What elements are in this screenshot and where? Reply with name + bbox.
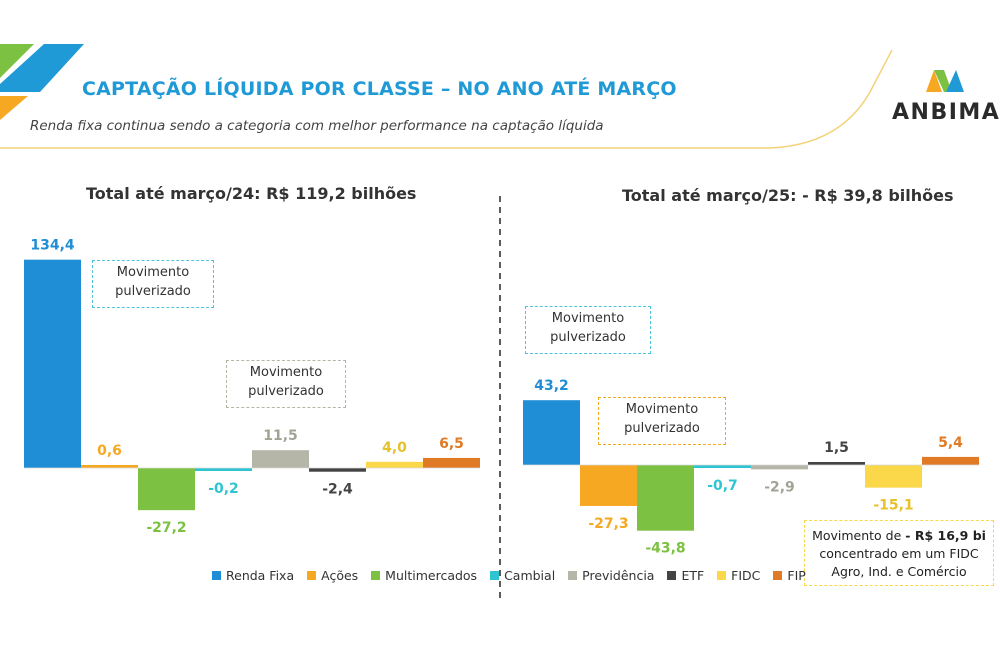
legend-item-fip: FIP [773,568,806,583]
logo-mark-right [946,70,964,92]
bar-etf [309,468,366,472]
data-label-previdencia: 11,5 [263,428,298,444]
bar-previdencia [252,450,309,468]
chart1-bars: 134,4 0,6 -27,2 -0,2 11,5 -2,4 4,0 6,5 [24,238,480,536]
bar-renda-fixa [523,400,580,465]
bar-fidc [366,461,423,468]
logo-text: ANBIMA [892,100,1000,125]
chart2-title: Total até março/25: - R$ 39,8 bilhões [622,186,954,205]
data-label-fip: 5,4 [938,435,963,451]
bar-cambial [195,468,252,471]
chart-legend: Renda Fixa Ações Multimercados Cambial P… [212,568,815,588]
data-label-acoes: -27,3 [588,516,628,532]
legend-swatch [773,571,783,580]
legend-item-acoes: Ações [307,568,358,583]
legend-swatch [667,571,677,580]
legend-swatch [490,571,500,580]
bar-fip [423,457,480,468]
page-title: CAPTAÇÃO LÍQUIDA POR CLASSE – NO ANO ATÉ… [82,78,677,100]
logo-mark-middle [934,70,952,92]
header-divider-line [0,49,893,149]
legend-item-fidc: FIDC [717,568,760,583]
data-label-fidc: 4,0 [382,440,407,456]
data-label-acoes: 0,6 [97,443,122,459]
legend-swatch [212,571,221,580]
data-label-renda-fixa: 43,2 [534,378,569,394]
legend-item-renda-fixa: Renda Fixa [212,568,294,583]
data-label-cambial: -0,2 [208,481,239,497]
annotation-fidc-note: Movimento de - R$ 16,9 bi concentrado em… [804,520,994,586]
header-decoration [0,44,964,149]
data-label-fip: 6,5 [439,436,464,452]
legend-swatch [568,571,578,580]
legend-swatch [307,571,317,580]
corner-blue-shape [0,44,84,92]
bar-cambial [694,465,751,468]
annotation-pulverizado-4: Movimento pulverizado [598,397,726,445]
legend-item-etf: ETF [667,568,704,583]
data-label-multimercados: -43,8 [645,541,685,557]
annotation-pulverizado-3: Movimento pulverizado [525,306,651,354]
bar-renda-fixa [24,259,81,468]
bar-multimercados [138,468,195,511]
logo-mark-left [926,70,942,92]
corner-orange-shape [0,96,28,120]
data-label-previdencia: -2,9 [764,479,795,495]
data-label-etf: 1,5 [824,440,849,456]
annotation-pulverizado-1: Movimento pulverizado [92,260,214,308]
legend-swatch [717,571,727,580]
legend-item-previdencia: Previdência [568,568,654,583]
chart1-title: Total até março/24: R$ 119,2 bilhões [86,184,417,203]
bar-etf [808,462,865,465]
bar-fidc [865,465,922,488]
bar-previdencia [751,465,808,470]
page-subtitle: Renda fixa continua sendo a categoria co… [30,118,604,134]
data-label-fidc: -15,1 [873,498,913,514]
data-label-renda-fixa: 134,4 [30,238,75,254]
legend-item-multimercados: Multimercados [371,568,477,583]
data-label-cambial: -0,7 [707,478,738,494]
data-label-multimercados: -27,2 [146,520,186,536]
bar-acoes [81,465,138,468]
annotation-pulverizado-2: Movimento pulverizado [226,360,346,408]
legend-item-cambial: Cambial [490,568,555,583]
bar-multimercados [637,465,694,531]
bar-acoes [580,465,637,506]
corner-green-shape [0,44,34,78]
chart2-bars: 43,2 -27,3 -43,8 -0,7 -2,9 1,5 -15,1 5,4 [523,378,979,557]
data-label-etf: -2,4 [322,482,353,498]
legend-swatch [371,571,381,580]
bar-fip [922,456,979,465]
